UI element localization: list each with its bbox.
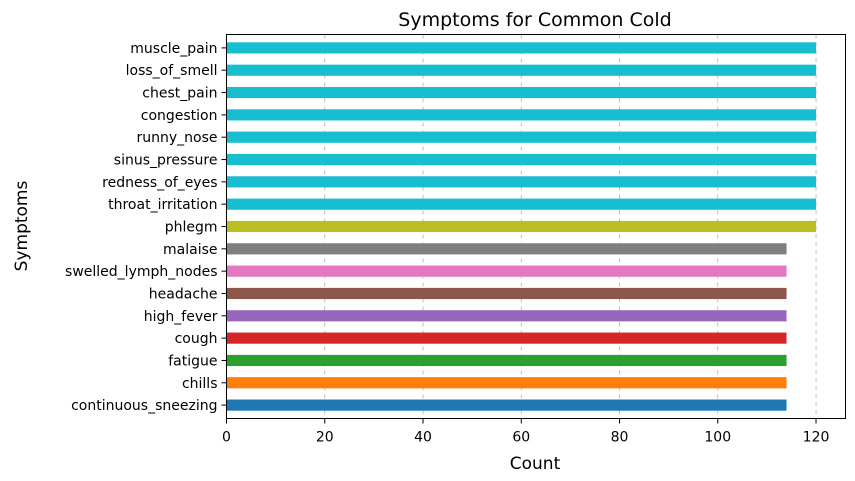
y-tick-label: chest_pain xyxy=(142,86,217,102)
bar-loss_of_smell xyxy=(226,64,817,76)
y-tick-label: chills xyxy=(182,376,218,392)
x-tick-label: 120 xyxy=(803,430,830,446)
bar-cough xyxy=(226,332,787,344)
y-tick-label: cough xyxy=(175,331,218,347)
y-tick-label: swelled_lymph_nodes xyxy=(65,264,217,280)
y-tick-label: sinus_pressure xyxy=(114,153,218,169)
y-tick-label: redness_of_eyes xyxy=(102,175,217,191)
x-axis-label: Count xyxy=(510,454,561,474)
bar-headache xyxy=(226,287,787,300)
x-tick-label: 20 xyxy=(316,430,334,446)
y-axis-ticks: continuous_sneezing chills fatigue cough hig… xyxy=(65,41,227,414)
bar-chills xyxy=(226,377,787,389)
bar-chest_pain xyxy=(226,86,817,99)
bar-swelled_lymph_nodes xyxy=(226,265,787,277)
bar-throat_irritation xyxy=(226,198,817,210)
x-tick-label: 60 xyxy=(512,430,530,446)
bar-high_fever xyxy=(226,310,787,322)
y-tick-label: malaise xyxy=(163,242,217,258)
y-tick-label: runny_nose xyxy=(136,130,217,146)
bar-sinus_pressure xyxy=(226,153,817,166)
bar-runny_nose xyxy=(226,131,817,143)
y-tick-label: headache xyxy=(149,286,218,302)
x-axis-ticks: 0 20 40 60 80 100 120 xyxy=(222,418,830,446)
y-axis-label: Symptoms xyxy=(12,181,32,272)
bar-congestion xyxy=(226,109,817,121)
x-tick-label: 0 xyxy=(222,430,231,446)
y-tick-label: fatigue xyxy=(168,353,217,369)
y-tick-label: loss_of_smell xyxy=(126,63,218,79)
y-tick-label: continuous_sneezing xyxy=(71,398,217,414)
bars xyxy=(226,42,817,411)
bar-continuous_sneezing xyxy=(226,399,787,411)
bar-redness_of_eyes xyxy=(226,176,817,188)
x-tick-label: 40 xyxy=(414,430,432,446)
y-tick-label: congestion xyxy=(141,108,218,124)
x-tick-label: 100 xyxy=(704,430,731,446)
y-tick-label: muscle_pain xyxy=(130,41,217,57)
y-tick-label: phlegm xyxy=(165,220,218,236)
bar-malaise xyxy=(226,243,787,255)
y-tick-label: high_fever xyxy=(144,309,218,325)
chart-title: Symptoms for Common Cold xyxy=(398,9,671,31)
y-tick-label: throat_irritation xyxy=(108,197,217,213)
bar-muscle_pain xyxy=(226,42,817,54)
bar-phlegm xyxy=(226,220,817,233)
x-tick-label: 80 xyxy=(611,430,629,446)
bar-fatigue xyxy=(226,354,787,367)
